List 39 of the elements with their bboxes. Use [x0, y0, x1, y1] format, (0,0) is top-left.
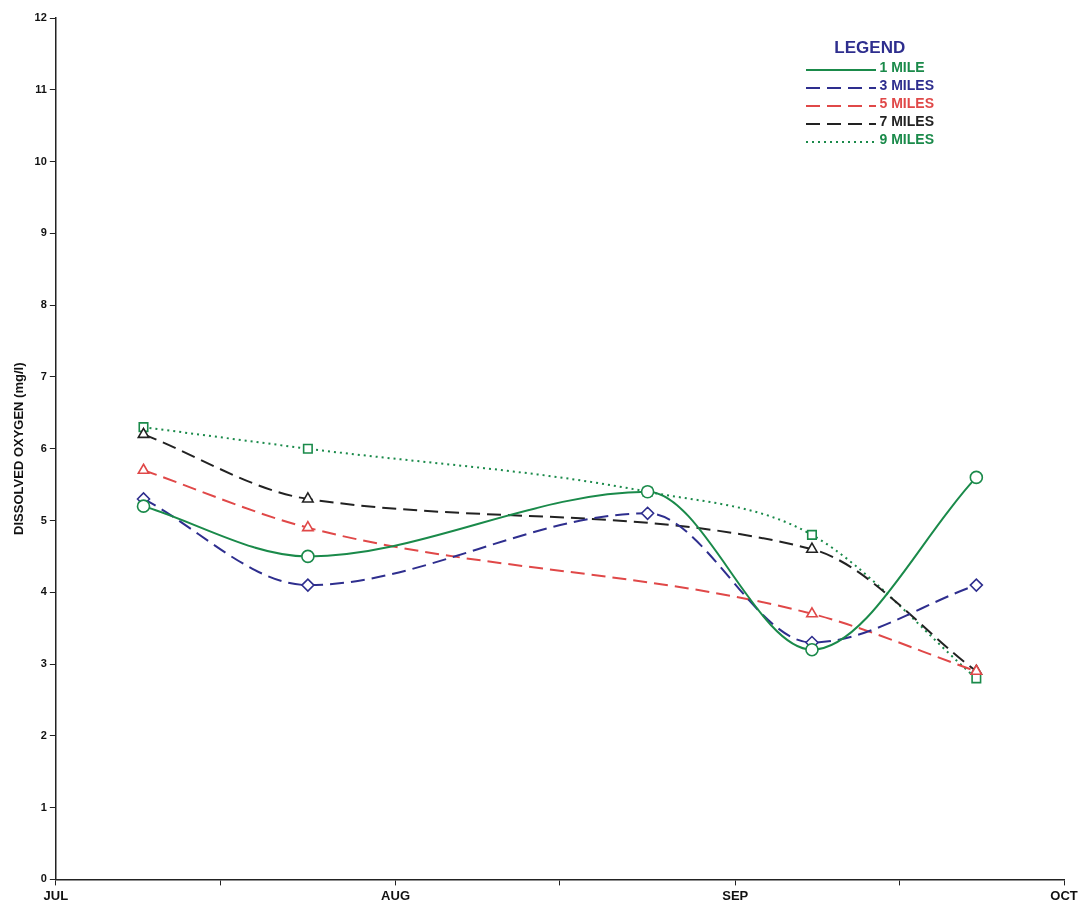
- point: [969, 578, 984, 592]
- x-tick-label: JUL: [43, 887, 69, 903]
- point: [136, 499, 151, 513]
- legend-label: 7 MILES: [879, 112, 934, 130]
- y-tick-label: 8: [40, 298, 47, 311]
- y-tick-label: 1: [40, 800, 47, 813]
- y-tick-label: 9: [40, 226, 47, 239]
- y-tick-label: 3: [40, 657, 47, 670]
- point: [301, 578, 315, 592]
- y-tick-label: 10: [34, 154, 47, 167]
- point: [301, 520, 314, 532]
- point: [805, 642, 819, 657]
- point: [137, 463, 150, 475]
- x-tick-label: SEP: [722, 887, 749, 903]
- point: [302, 443, 313, 454]
- y-tick-label: 11: [35, 82, 47, 95]
- y-tick-label: 6: [40, 441, 47, 454]
- point: [806, 529, 817, 540]
- point: [805, 607, 818, 618]
- legend-title: LEGEND: [833, 38, 907, 58]
- y-tick-label: 7: [40, 369, 47, 382]
- legend-label: 9 MILES: [879, 130, 934, 148]
- y-tick-label: 5: [40, 513, 47, 526]
- point: [640, 506, 655, 521]
- legend-label: 1 MILE: [879, 58, 925, 76]
- y-axis-title: DISSOLVED OXYGEN (mg/l): [11, 362, 27, 535]
- x-tick-label: OCT: [1050, 887, 1078, 903]
- point: [301, 492, 314, 503]
- y-tick-label: 12: [34, 11, 47, 24]
- y-tick-label: 4: [40, 585, 48, 598]
- point: [301, 549, 315, 564]
- x-tick-label: AUG: [381, 887, 410, 903]
- point: [805, 542, 818, 553]
- point: [969, 470, 984, 485]
- point: [137, 427, 150, 439]
- y-tick-label: 0: [40, 872, 47, 885]
- legend-label: 3 MILES: [879, 76, 934, 94]
- legend-label: 5 MILES: [879, 94, 934, 112]
- y-tick-label: 2: [40, 728, 47, 741]
